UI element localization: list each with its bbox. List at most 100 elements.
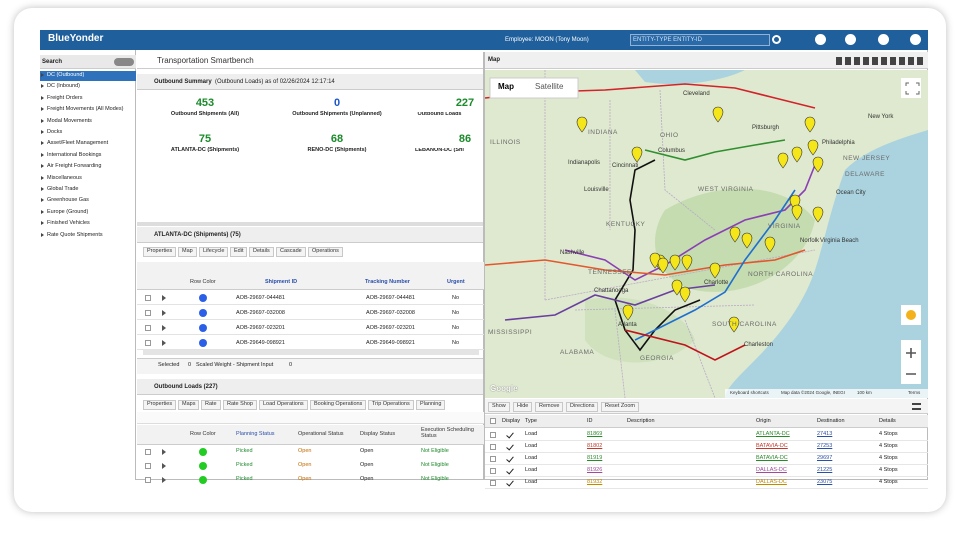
- map-pin[interactable]: [728, 316, 740, 333]
- expand-arrow[interactable]: [162, 340, 166, 346]
- toolbar-button[interactable]: Details: [249, 247, 274, 257]
- map-pin[interactable]: [576, 116, 588, 133]
- checkbox[interactable]: [145, 477, 151, 483]
- search-input[interactable]: [630, 34, 770, 46]
- header-icon[interactable]: [845, 34, 856, 45]
- map-pin[interactable]: [804, 116, 816, 133]
- toolbar-button[interactable]: Hide: [513, 402, 533, 412]
- header-icon[interactable]: [878, 34, 889, 45]
- checkbox[interactable]: [490, 468, 496, 474]
- checkbox[interactable]: [490, 444, 496, 450]
- map-pin[interactable]: [709, 262, 721, 279]
- map-pin[interactable]: [741, 232, 753, 249]
- cell[interactable]: 27413: [817, 431, 833, 437]
- map-pin[interactable]: [764, 236, 776, 253]
- toolbar-button[interactable]: Properties: [143, 400, 177, 410]
- toolbar-button[interactable]: Operations: [308, 247, 343, 257]
- sidebar-item[interactable]: DC (Inbound): [47, 83, 81, 90]
- cell[interactable]: 81802: [587, 443, 603, 449]
- cell[interactable]: 21225: [817, 467, 833, 473]
- expand-arrow[interactable]: [162, 463, 166, 469]
- cell[interactable]: DALLAS-DC: [756, 479, 787, 485]
- cell[interactable]: DALLAS-DC: [756, 467, 787, 473]
- fullscreen-button[interactable]: [901, 78, 921, 98]
- toolbar-button[interactable]: Remove: [535, 402, 564, 412]
- toolbar-button[interactable]: Rate Shop: [223, 400, 257, 410]
- checkbox[interactable]: [145, 340, 151, 346]
- sidebar-item[interactable]: Freight Orders: [47, 94, 83, 101]
- map-pin[interactable]: [681, 254, 693, 271]
- map-pin[interactable]: [669, 254, 681, 271]
- header-icon[interactable]: [910, 34, 921, 45]
- cell[interactable]: ATLANTA-DC: [756, 431, 790, 437]
- cell[interactable]: 27253: [817, 443, 833, 449]
- toolbar-button[interactable]: Reset Zoom: [601, 402, 639, 412]
- toolbar-button[interactable]: Booking Operations: [310, 400, 367, 410]
- sidebar-item[interactable]: Air Freight Forwarding: [47, 163, 102, 170]
- sidebar-item[interactable]: Modal Movements: [47, 117, 92, 124]
- map-tab[interactable]: Satellite: [535, 82, 564, 91]
- map-pin[interactable]: [791, 146, 803, 163]
- map-tab[interactable]: Map: [498, 82, 514, 91]
- map-pin[interactable]: [729, 226, 741, 243]
- map-pin[interactable]: [812, 156, 824, 173]
- cell[interactable]: 23075: [817, 479, 833, 485]
- checkbox[interactable]: [490, 456, 496, 462]
- toolbar-button[interactable]: Properties: [143, 247, 177, 257]
- sidebar-item[interactable]: Global Trade: [47, 186, 79, 192]
- sidebar-item[interactable]: DC (Outbound): [47, 72, 85, 78]
- toolbar-button[interactable]: Load Operations: [259, 400, 308, 410]
- header-icon[interactable]: [815, 34, 826, 45]
- checkbox[interactable]: [145, 325, 151, 331]
- toolbar-button[interactable]: Map: [178, 247, 197, 257]
- sidebar-item[interactable]: International Bookings: [47, 151, 102, 158]
- search-icon[interactable]: [772, 35, 781, 44]
- map[interactable]: [485, 70, 928, 398]
- map-pin[interactable]: [812, 206, 824, 223]
- sidebar-item[interactable]: Docks: [47, 129, 63, 135]
- sidebar-item[interactable]: Finished Vehicles: [47, 220, 90, 227]
- sidebar-item[interactable]: Freight Movements (All Modes): [47, 106, 124, 113]
- expand-arrow[interactable]: [162, 449, 166, 455]
- map-pin[interactable]: [631, 146, 643, 163]
- cell[interactable]: 29697: [817, 455, 833, 461]
- toolbar-button[interactable]: Lifecycle: [199, 247, 229, 257]
- map-pin[interactable]: [657, 257, 669, 274]
- sidebar-item[interactable]: Asset/Fleet Management: [47, 140, 109, 147]
- cell[interactable]: 81926: [587, 467, 603, 473]
- toolbar-button[interactable]: Cascade: [276, 247, 306, 257]
- cell[interactable]: BATAVIA-DC: [756, 443, 788, 449]
- zoom-control[interactable]: [901, 340, 921, 384]
- expand-arrow[interactable]: [162, 295, 166, 301]
- expand-arrow[interactable]: [162, 477, 166, 483]
- toolbar-button[interactable]: Maps: [178, 400, 200, 410]
- toolbar-button[interactable]: Show: [488, 402, 510, 412]
- cell[interactable]: 81869: [587, 431, 603, 437]
- expand-arrow[interactable]: [162, 310, 166, 316]
- sidebar-item[interactable]: Greenhouse Gas: [47, 197, 89, 204]
- expand-arrow[interactable]: [162, 325, 166, 331]
- cell[interactable]: BATAVIA-DC: [756, 455, 788, 461]
- cell[interactable]: 81919: [587, 455, 603, 461]
- toolbar-button[interactable]: Directions: [566, 402, 599, 412]
- checkbox[interactable]: [490, 480, 496, 486]
- map-tabs[interactable]: [489, 77, 579, 99]
- checkbox[interactable]: [490, 432, 496, 438]
- map-pin[interactable]: [679, 286, 691, 303]
- checkbox[interactable]: [145, 463, 151, 469]
- map-pin[interactable]: [777, 152, 789, 169]
- toolbar-button[interactable]: Edit: [230, 247, 248, 257]
- sidebar-item[interactable]: Europe (Ground): [47, 208, 89, 215]
- toolbar-button[interactable]: Rate: [201, 400, 221, 410]
- map-pin[interactable]: [622, 304, 634, 321]
- map-pin[interactable]: [791, 204, 803, 221]
- toolbar-button[interactable]: Trip Operations: [368, 400, 414, 410]
- checkbox[interactable]: [145, 449, 151, 455]
- map-pin[interactable]: [712, 106, 724, 123]
- sidebar-item[interactable]: Miscellaneous: [47, 174, 82, 181]
- toolbar-button[interactable]: Planning: [416, 400, 446, 410]
- cell[interactable]: 81932: [587, 479, 603, 485]
- checkbox[interactable]: [145, 295, 151, 301]
- checkbox[interactable]: [145, 310, 151, 316]
- map-pin[interactable]: [807, 139, 819, 156]
